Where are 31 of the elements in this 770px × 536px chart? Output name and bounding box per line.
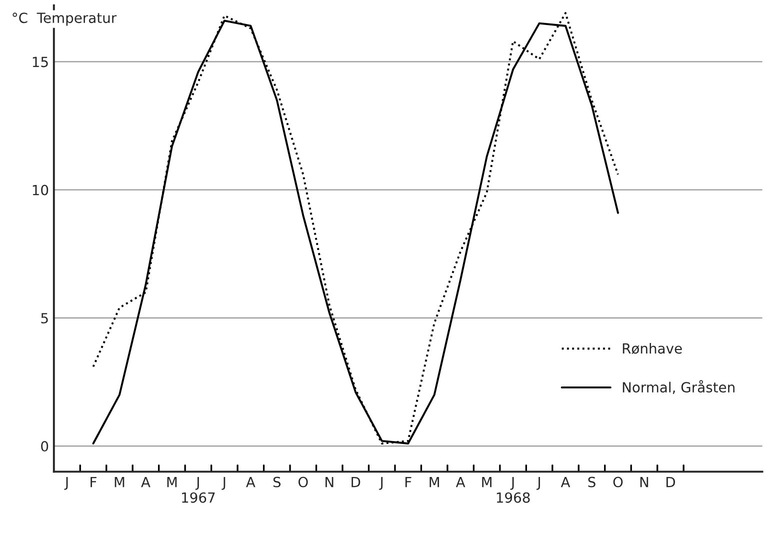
x-tick-label: S xyxy=(588,476,596,488)
x-tick-label: A xyxy=(246,476,256,488)
x-tick-label: M xyxy=(114,476,124,488)
x-tick-label: M xyxy=(167,476,177,488)
x-tick-label: A xyxy=(560,476,570,488)
x-tick-label: J 1968 xyxy=(496,476,530,503)
y-tick-label: 15 xyxy=(32,56,48,68)
legend-label: Normal, Gråsten xyxy=(622,380,734,394)
y-tick-label: 10 xyxy=(32,184,48,196)
x-tick-label: N xyxy=(640,476,648,488)
x-tick-label: J xyxy=(536,476,540,490)
x-tick-label: N xyxy=(326,476,334,488)
x-tick-label: J xyxy=(379,476,383,490)
x-tick-label: O xyxy=(298,476,308,488)
x-tick-label: D xyxy=(352,476,360,488)
x-tick-label: O xyxy=(613,476,623,488)
x-tick-label: J 1967 xyxy=(182,476,215,503)
x-tick-label: J xyxy=(222,476,226,490)
x-tick-label: M xyxy=(430,476,439,488)
x-tick-label: M xyxy=(482,476,492,488)
y-tick-label: 5 xyxy=(41,313,48,324)
x-tick-label: F xyxy=(90,476,96,488)
y-axis-title: °C Temperatur xyxy=(12,12,117,26)
x-tick-label: J xyxy=(64,476,68,490)
x-tick-label: A xyxy=(141,476,150,488)
y-tick-label: 0 xyxy=(41,441,48,452)
x-tick-label: A xyxy=(456,476,466,488)
x-tick-label: D xyxy=(666,476,675,488)
legend-label: Rønhave xyxy=(622,342,682,354)
x-tick-label: S xyxy=(273,476,281,488)
x-tick-label: F xyxy=(405,476,412,488)
